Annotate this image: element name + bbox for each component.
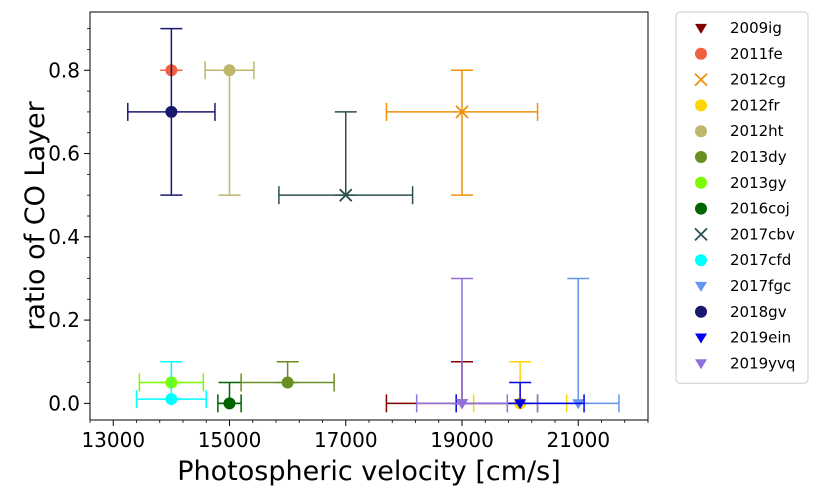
y-tick-label: 0.2 xyxy=(48,308,80,332)
legend-entry-2009ig: 2009ig xyxy=(695,19,782,37)
legend-entry-2017fgc: 2017fgc xyxy=(695,277,791,295)
series-2017fgc xyxy=(536,277,620,413)
legend-label: 2019yvq xyxy=(730,354,795,372)
legend-entry-2016coj: 2016coj xyxy=(695,200,790,218)
legend-marker xyxy=(695,47,707,60)
legend-entry-2011fe: 2011fe xyxy=(695,45,783,63)
legend-marker xyxy=(694,227,708,242)
y-tick-label: 0.4 xyxy=(48,225,80,249)
series-2017cfd xyxy=(135,360,207,409)
legend-entry-2013dy: 2013dy xyxy=(695,148,787,166)
legend-marker xyxy=(694,72,708,87)
series-layer xyxy=(127,27,620,413)
data-point xyxy=(339,188,353,202)
legend-entry-2017cbv: 2017cbv xyxy=(694,225,795,243)
data-point xyxy=(165,393,178,406)
legend-entry-2012cg: 2012cg xyxy=(694,71,786,89)
data-point xyxy=(281,376,294,389)
y-tick-label: 0.8 xyxy=(48,58,80,82)
legend-label: 2013gy xyxy=(730,174,787,192)
legend-marker xyxy=(695,281,707,292)
legend-entry-2017cfd: 2017cfd xyxy=(695,251,791,269)
legend-label: 2016coj xyxy=(730,200,790,218)
data-point xyxy=(455,105,469,119)
legend-entry-2012ht: 2012ht xyxy=(695,122,784,140)
series-2012ht xyxy=(204,61,255,196)
series-2013dy xyxy=(240,360,335,392)
legend-label: 2019ein xyxy=(730,329,791,347)
legend-entry-2012fr: 2012fr xyxy=(695,96,780,114)
data-point xyxy=(572,399,585,410)
legend-label: 2009ig xyxy=(730,19,782,37)
legend-label: 2011fe xyxy=(730,45,783,63)
legend-marker xyxy=(695,99,707,112)
y-tick-label: 0.0 xyxy=(48,391,80,415)
legend-label: 2018gv xyxy=(730,303,787,321)
legend-entry-2013gy: 2013gy xyxy=(695,174,787,192)
legend: 2009ig 2011fe 2012cg 2012fr 2012ht 2013dy 2013… xyxy=(675,11,809,384)
x-tick-label: 13000 xyxy=(81,428,145,452)
x-tick-label: 19000 xyxy=(430,428,494,452)
data-point xyxy=(223,397,236,410)
legend-marker xyxy=(695,23,707,34)
legend-marker xyxy=(695,254,707,267)
legend-label: 2017cfd xyxy=(730,251,791,269)
y-tick-label: 0.6 xyxy=(48,142,80,166)
data-point xyxy=(165,105,178,118)
legend-entry-2019ein: 2019ein xyxy=(695,329,791,347)
legend-label: 2012ht xyxy=(730,122,784,140)
legend-marker xyxy=(695,359,707,370)
data-point xyxy=(514,399,527,410)
legend-marker xyxy=(695,151,707,163)
y-axis-label: ratio of CO Layer xyxy=(20,100,51,330)
series-2012cg xyxy=(385,69,539,196)
legend-marker xyxy=(695,125,707,138)
data-point xyxy=(223,64,236,77)
series-2018gv xyxy=(127,27,216,196)
x-axis-label: Photospheric velocity [cm/s] xyxy=(177,456,560,487)
series-2019ein xyxy=(455,381,585,413)
series-2019yvq xyxy=(415,277,509,413)
axes-layer: 13000 15000 17000 19000 21000 0.0 0.2 0.4 0.6 0.8 xyxy=(48,11,649,452)
series-2017cbv xyxy=(278,111,414,205)
legend-label: 2013dy xyxy=(730,148,787,166)
x-tick-label: 17000 xyxy=(314,428,378,452)
series-2016coj xyxy=(217,381,242,413)
legend-marker xyxy=(695,305,707,318)
legend-marker xyxy=(695,202,707,215)
legend-marker xyxy=(695,176,707,189)
legend-label: 2017cbv xyxy=(730,225,795,243)
legend-entry-2018gv: 2018gv xyxy=(695,303,787,321)
data-point xyxy=(456,399,468,410)
legend-frame xyxy=(675,11,809,384)
x-tick-label: 15000 xyxy=(198,428,262,452)
legend-marker xyxy=(695,333,707,344)
legend-entry-2019yvq: 2019yvq xyxy=(695,354,795,372)
legend-label: 2012fr xyxy=(730,96,780,114)
legend-label: 2017fgc xyxy=(730,277,791,295)
x-tick-label: 21000 xyxy=(546,428,610,452)
legend-label: 2012cg xyxy=(730,71,786,89)
